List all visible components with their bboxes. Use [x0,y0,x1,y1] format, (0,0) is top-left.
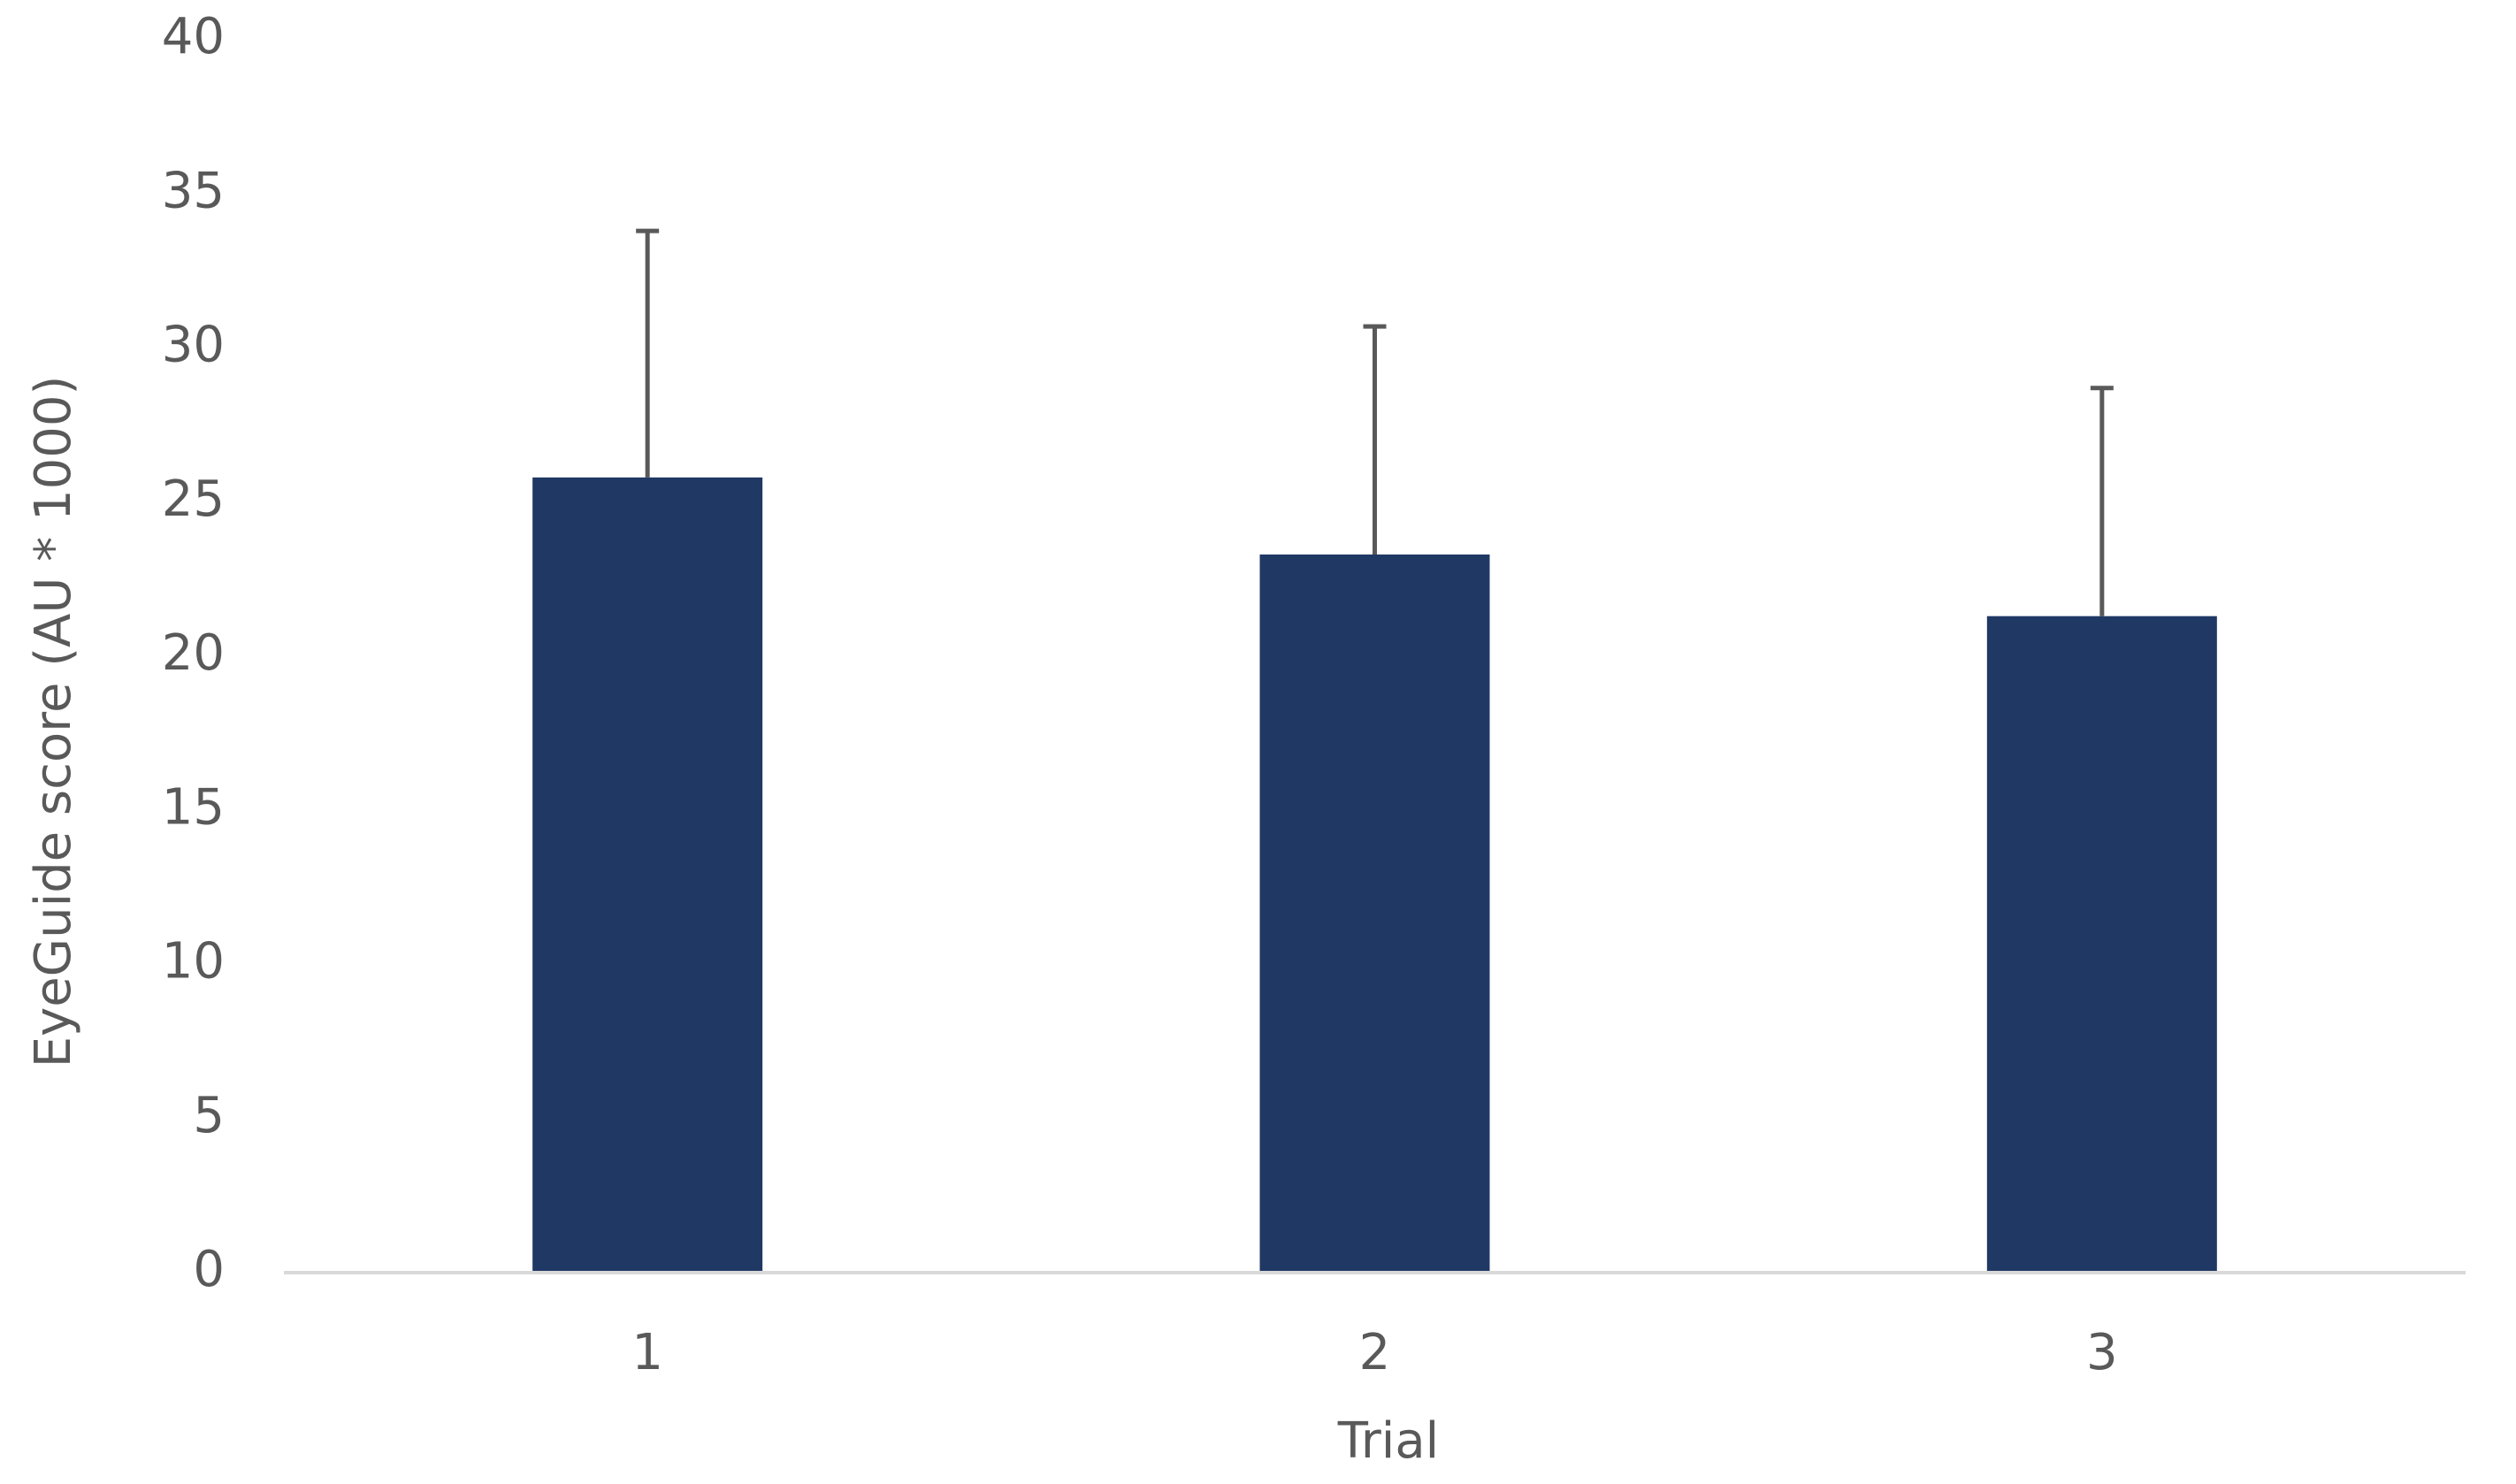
error-bar [1363,324,1387,555]
x-tick-label: 2 [1359,1324,1391,1381]
y-axis-title: EyeGuide score (AU * 1000) [25,376,82,1068]
y-tick-label: 15 [162,778,225,836]
error-bar [636,228,660,478]
error-bar [2090,386,2114,616]
y-tick-label: 40 [162,8,225,65]
y-tick-label: 5 [193,1087,225,1144]
y-tick-label: 25 [162,470,225,528]
bar [1259,554,1490,1273]
x-axis-title: Trial [1337,1412,1439,1470]
y-tick-label: 10 [162,933,225,991]
bar [532,477,763,1273]
y-tick-label: 30 [162,317,225,374]
y-tick-label: 20 [162,624,225,682]
bar [1986,616,2217,1273]
x-tick-label: 3 [2086,1324,2118,1381]
x-tick-label: 1 [631,1324,663,1381]
y-tick-label: 35 [162,162,225,219]
y-tick-label: 0 [193,1241,225,1298]
